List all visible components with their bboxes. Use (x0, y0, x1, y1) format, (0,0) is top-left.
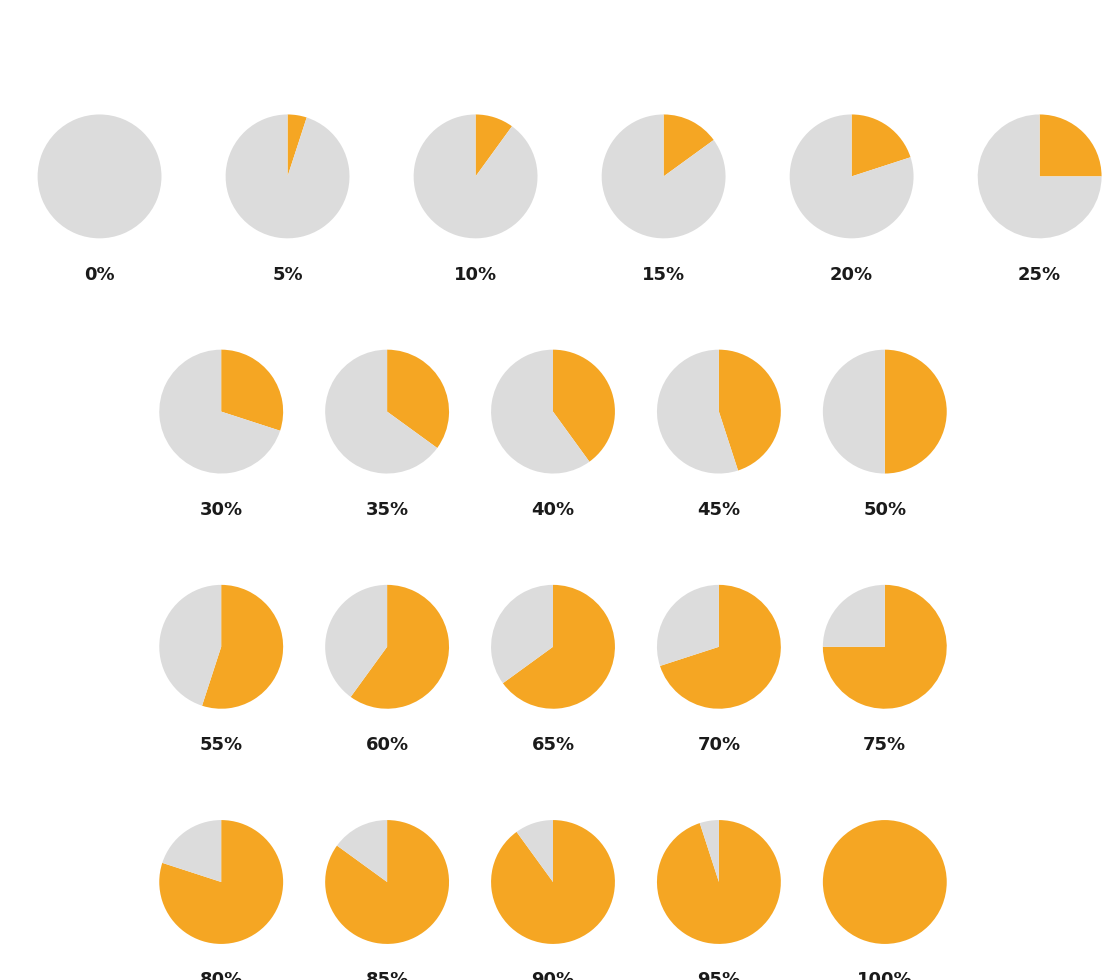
Wedge shape (325, 820, 449, 944)
Text: 5%: 5% (272, 266, 303, 283)
Wedge shape (852, 115, 910, 176)
Wedge shape (159, 585, 221, 706)
Wedge shape (491, 820, 615, 944)
Text: 50%: 50% (864, 501, 906, 518)
Text: 20%: 20% (831, 266, 873, 283)
Text: 60%: 60% (366, 736, 408, 754)
Text: 90%: 90% (532, 971, 574, 980)
Text: 70%: 70% (698, 736, 740, 754)
Text: 55%: 55% (200, 736, 242, 754)
Wedge shape (602, 115, 726, 238)
Text: 45%: 45% (698, 501, 740, 518)
Text: 10%: 10% (455, 266, 497, 283)
Text: 85%: 85% (365, 971, 409, 980)
Wedge shape (491, 350, 589, 473)
Wedge shape (351, 585, 449, 709)
Wedge shape (163, 820, 221, 882)
Text: 35%: 35% (366, 501, 408, 518)
Wedge shape (553, 350, 615, 462)
Wedge shape (221, 350, 283, 431)
Wedge shape (337, 820, 387, 882)
Wedge shape (159, 350, 280, 473)
Text: 65%: 65% (532, 736, 574, 754)
Wedge shape (414, 115, 538, 238)
Wedge shape (491, 585, 553, 683)
Text: 40%: 40% (532, 501, 574, 518)
Wedge shape (719, 350, 781, 470)
Wedge shape (1040, 115, 1102, 176)
Wedge shape (159, 820, 283, 944)
Wedge shape (823, 820, 947, 944)
Wedge shape (700, 820, 719, 882)
Text: 80%: 80% (199, 971, 243, 980)
Wedge shape (823, 350, 885, 473)
Wedge shape (657, 820, 781, 944)
Text: 30%: 30% (200, 501, 242, 518)
Wedge shape (226, 115, 349, 238)
Text: 95%: 95% (698, 971, 740, 980)
Wedge shape (202, 585, 283, 709)
Wedge shape (325, 585, 387, 697)
Wedge shape (38, 115, 161, 238)
Wedge shape (823, 585, 947, 709)
Wedge shape (288, 115, 306, 176)
Wedge shape (978, 115, 1102, 238)
Wedge shape (885, 350, 947, 473)
Text: 25%: 25% (1019, 266, 1061, 283)
Wedge shape (790, 115, 914, 238)
Text: 15%: 15% (643, 266, 685, 283)
Wedge shape (476, 115, 512, 176)
Wedge shape (823, 585, 885, 647)
Wedge shape (660, 585, 781, 709)
Wedge shape (325, 350, 437, 473)
Text: 100%: 100% (857, 971, 912, 980)
Wedge shape (387, 350, 449, 448)
Wedge shape (657, 585, 719, 666)
Text: 75%: 75% (864, 736, 906, 754)
Text: 0%: 0% (84, 266, 115, 283)
Wedge shape (657, 350, 738, 473)
Wedge shape (517, 820, 553, 882)
Wedge shape (664, 115, 713, 176)
Wedge shape (503, 585, 615, 709)
